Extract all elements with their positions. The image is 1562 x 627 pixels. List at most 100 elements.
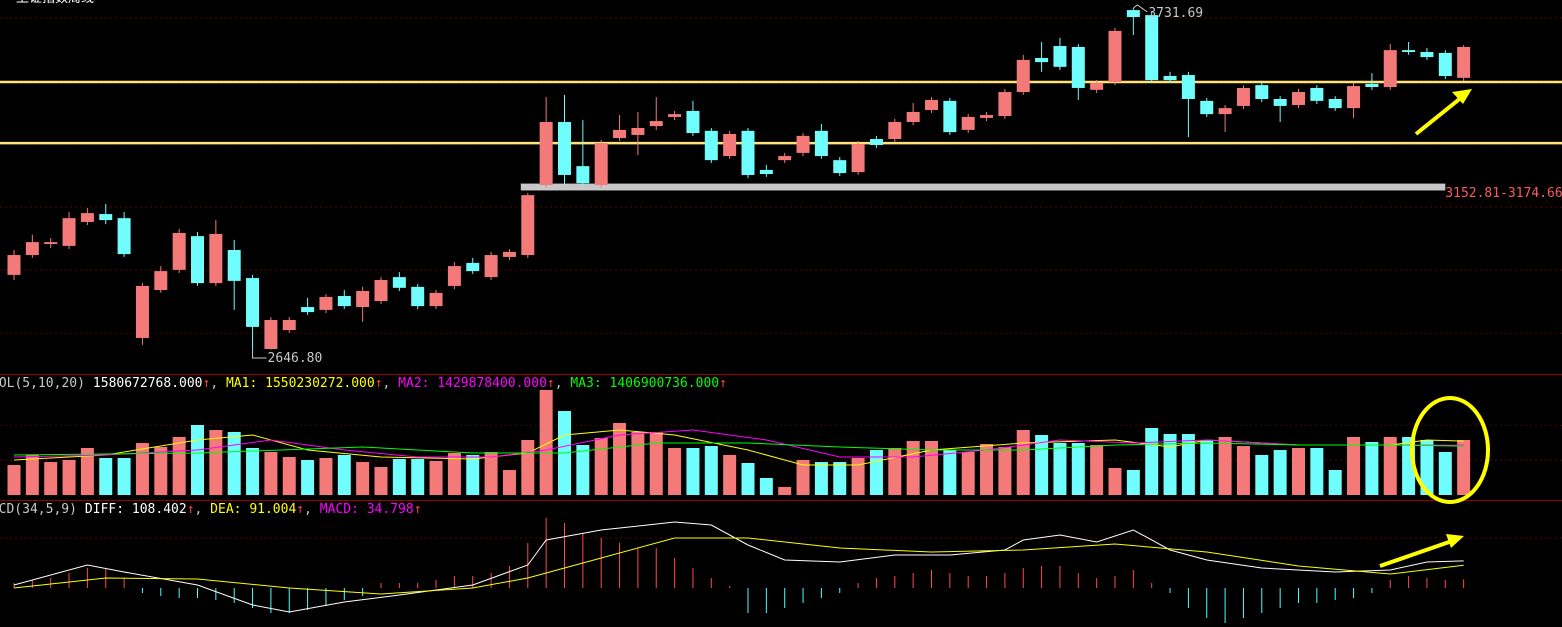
candle-body (1218, 108, 1232, 115)
candle-body (741, 130, 755, 175)
candle-body (447, 266, 461, 286)
chart-title: 上证指数周线 (16, 0, 94, 6)
legend-item: : (594, 376, 610, 391)
candle-body (1108, 30, 1122, 82)
volume-bar (851, 458, 865, 495)
volume-bar (1457, 440, 1471, 495)
volume-bar (1292, 447, 1305, 495)
candle-body (631, 127, 645, 135)
volume-bar (172, 437, 186, 495)
legend-item: : (234, 502, 250, 517)
volume-bar (796, 459, 810, 495)
legend-item: MA2 (398, 376, 421, 391)
band-label: 3152.81-3174.66 (1445, 186, 1562, 201)
candle-body (594, 143, 608, 186)
candle-body (558, 122, 571, 175)
volume-bar (723, 454, 737, 495)
arrow-shaft (1379, 539, 1453, 568)
candle-body (1090, 82, 1104, 90)
candle-body (576, 166, 590, 184)
legend-item: MACD (320, 502, 351, 517)
legend-item: 91.004 (249, 502, 296, 517)
candle-body (484, 255, 498, 278)
candle-body (1347, 86, 1361, 109)
candle-body (429, 292, 443, 307)
legend-item: MACD(34,5,9) (0, 502, 77, 517)
candle-body (796, 135, 810, 153)
candle-body (1255, 85, 1269, 99)
candle-body (613, 129, 627, 139)
candle-body (888, 122, 902, 140)
legend-item: , (195, 502, 211, 517)
volume-bar (337, 454, 351, 495)
legend-item: ↑ (187, 502, 195, 517)
candle-body (135, 285, 149, 338)
legend-item: ↑ (296, 502, 304, 517)
volume-bar (1420, 439, 1434, 495)
candle-body (1383, 50, 1397, 88)
candle-body (191, 236, 204, 284)
legend-item: , (383, 376, 399, 391)
volume-bar (814, 462, 828, 495)
volume-bar (1273, 450, 1287, 495)
volume-bar (869, 450, 883, 495)
candle-body (99, 214, 113, 221)
candle-body (906, 111, 920, 123)
candle-body (246, 278, 260, 327)
volume-bar (392, 458, 406, 495)
legend: VOL(5,10,20) 1580672768.000↑, MA1: 155023… (0, 376, 727, 391)
volume-bar (668, 447, 682, 495)
legend-item: MA1 (226, 376, 249, 391)
candle-body (411, 286, 425, 307)
candle-body (1365, 83, 1379, 88)
volume-bar (209, 430, 223, 495)
candle-body (686, 110, 700, 134)
candle-body (282, 319, 296, 331)
volume-bar (319, 458, 333, 495)
volume-bar (7, 465, 21, 495)
candle-body (869, 139, 883, 146)
candle-body (961, 116, 975, 130)
arrow-head (1452, 89, 1472, 104)
candle-body (1328, 98, 1342, 109)
candle-body (62, 218, 76, 246)
legend-item: VOL(5,10,20) (0, 376, 85, 391)
volume-bar (778, 486, 792, 495)
volume-bar (227, 431, 241, 495)
candle-body (117, 218, 131, 255)
volume-bar (759, 477, 773, 495)
candle-body (172, 232, 186, 270)
volume-bar (833, 462, 847, 495)
legend: MACD(34,5,9)DIFF: 108.402↑, DEA: 91.004↑… (0, 502, 422, 517)
volume-bar (447, 453, 461, 495)
candle-body (80, 213, 94, 222)
volume-bar (1071, 443, 1085, 495)
annotations (1379, 89, 1490, 568)
volume-bar (356, 462, 370, 495)
label-leader (252, 349, 267, 359)
candle-body (833, 160, 847, 174)
legend-item: 1429878400.000 (437, 376, 547, 391)
volume-bar (1310, 447, 1324, 495)
candle-body (319, 296, 333, 310)
candle-body (1420, 52, 1434, 58)
candle-body (374, 279, 388, 302)
candle-body (778, 156, 792, 161)
volume-bar (1181, 434, 1195, 495)
candle-body (264, 319, 278, 349)
highlight-circle (1410, 396, 1490, 504)
candle-body (980, 115, 994, 118)
volume-bar (943, 450, 957, 495)
volume-bar (117, 458, 131, 495)
volume-bar (741, 462, 755, 495)
arrow-head (1446, 534, 1464, 548)
volume-bar (411, 458, 425, 495)
legend-item: ↑ (375, 376, 383, 391)
candle-body (44, 242, 58, 245)
candle-body (814, 130, 828, 157)
candle-body (998, 92, 1012, 117)
candle-body (1236, 87, 1250, 106)
candle-body (851, 144, 865, 173)
